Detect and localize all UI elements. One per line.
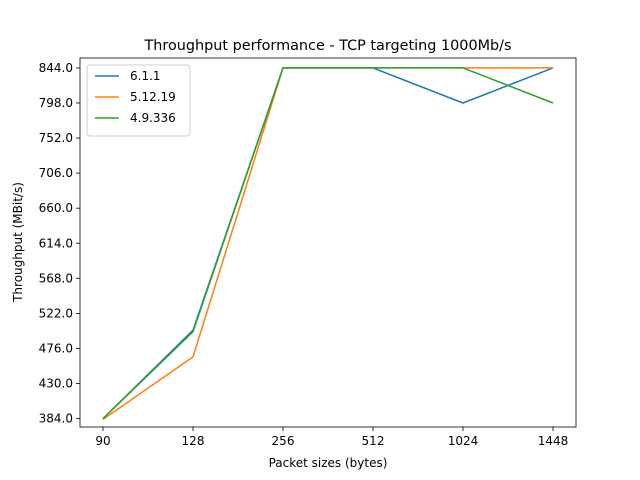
x-tick-label: 1024 bbox=[448, 434, 479, 448]
series-line-4-9-336 bbox=[102, 67, 554, 420]
plot-area bbox=[79, 57, 577, 428]
legend-label: 5.12.19 bbox=[130, 90, 176, 104]
chart-title: Throughput performance - TCP targeting 1… bbox=[143, 38, 511, 54]
legend-label: 4.9.336 bbox=[130, 111, 176, 125]
x-tick-label: 90 bbox=[95, 434, 110, 448]
plot-frame bbox=[79, 57, 577, 428]
x-tick-label: 256 bbox=[272, 434, 295, 448]
x-tick-label: 1448 bbox=[538, 434, 569, 448]
y-axis: 384.0 430.0 476.0 522.0 568.0 614.0 660.0 706.0… bbox=[39, 61, 80, 426]
y-tick-label: 844.0 bbox=[39, 61, 73, 75]
x-axis-title: Packet sizes (bytes) bbox=[269, 456, 388, 470]
y-tick-label: 614.0 bbox=[39, 236, 73, 250]
y-tick-label: 706.0 bbox=[39, 166, 73, 180]
legend: 6.1.1 5.12.19 4.9.336 bbox=[86, 64, 191, 137]
y-tick-label: 430.0 bbox=[39, 377, 73, 391]
y-tick-label: 568.0 bbox=[39, 271, 73, 285]
y-tick-label: 384.0 bbox=[39, 412, 73, 426]
y-tick-label: 522.0 bbox=[39, 306, 73, 320]
x-tick-label: 512 bbox=[362, 434, 385, 448]
y-tick-label: 660.0 bbox=[39, 201, 73, 215]
y-axis-title: Throughput (MBit/s) bbox=[11, 182, 25, 303]
series-lines bbox=[102, 67, 554, 421]
legend-label: 6.1.1 bbox=[130, 69, 161, 83]
x-axis: 90 128 256 512 1024 1448 bbox=[95, 427, 568, 448]
x-tick-label: 128 bbox=[182, 434, 205, 448]
y-tick-label: 752.0 bbox=[39, 131, 73, 145]
y-tick-label: 798.0 bbox=[39, 96, 73, 110]
y-tick-label: 476.0 bbox=[39, 341, 73, 355]
